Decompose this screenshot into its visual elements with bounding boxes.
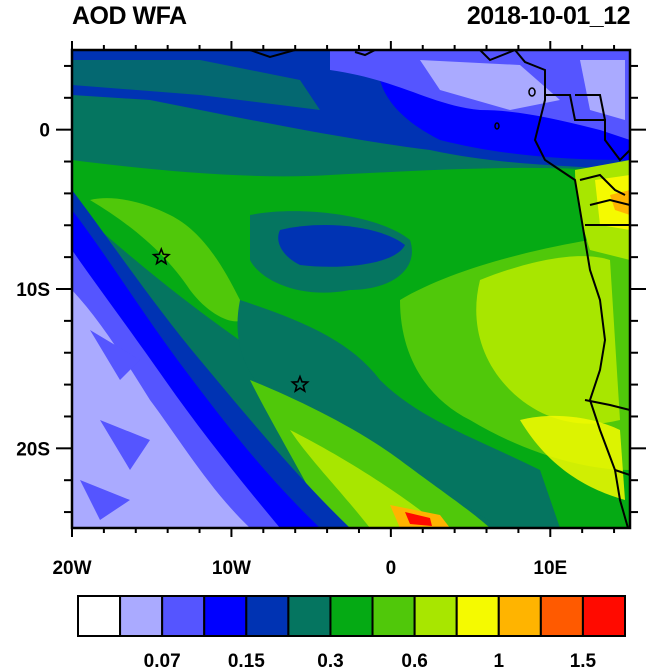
x-tick-label: 10W bbox=[212, 558, 251, 579]
colorbar-swatch bbox=[245, 595, 290, 637]
colorbar-swatch bbox=[539, 595, 584, 637]
colorbar-swatch bbox=[371, 595, 416, 637]
colorbar-swatch bbox=[413, 595, 458, 637]
colorbar-label: 1.5 bbox=[570, 651, 597, 667]
star-marker-icon bbox=[151, 246, 171, 266]
x-tick-label: 10E bbox=[533, 558, 567, 579]
colorbar-label: 0.07 bbox=[144, 651, 181, 667]
y-tick-label: 20S bbox=[16, 439, 50, 460]
colorbar-swatch bbox=[287, 595, 332, 637]
y-tick-label: 0 bbox=[39, 121, 50, 142]
colorbar-label: 0.3 bbox=[317, 651, 343, 667]
colorbar-swatch bbox=[581, 595, 627, 637]
coastline bbox=[249, 50, 630, 528]
colorbar-label: 1 bbox=[493, 651, 504, 667]
aod-field bbox=[72, 50, 630, 528]
x-tick-label: 0 bbox=[386, 558, 397, 579]
island bbox=[528, 87, 536, 97]
colorbar-swatch bbox=[77, 595, 122, 637]
colorbar-swatch bbox=[203, 595, 248, 637]
colorbar-label: 0.6 bbox=[401, 651, 427, 667]
colorbar-swatch bbox=[161, 595, 206, 637]
colorbar-swatch bbox=[455, 595, 500, 637]
star-marker-icon bbox=[290, 374, 310, 393]
colorbar-label: 0.15 bbox=[228, 651, 265, 667]
colorbar-swatch bbox=[497, 595, 542, 637]
map-title: AOD WFA bbox=[72, 2, 187, 30]
colorbar-swatch bbox=[119, 595, 164, 637]
y-tick-label: 10S bbox=[16, 280, 50, 301]
map-datetime: 2018-10-01_12 bbox=[466, 2, 631, 30]
island bbox=[494, 122, 500, 130]
x-tick-label: 20W bbox=[52, 558, 91, 579]
colorbar-swatch bbox=[329, 595, 374, 637]
